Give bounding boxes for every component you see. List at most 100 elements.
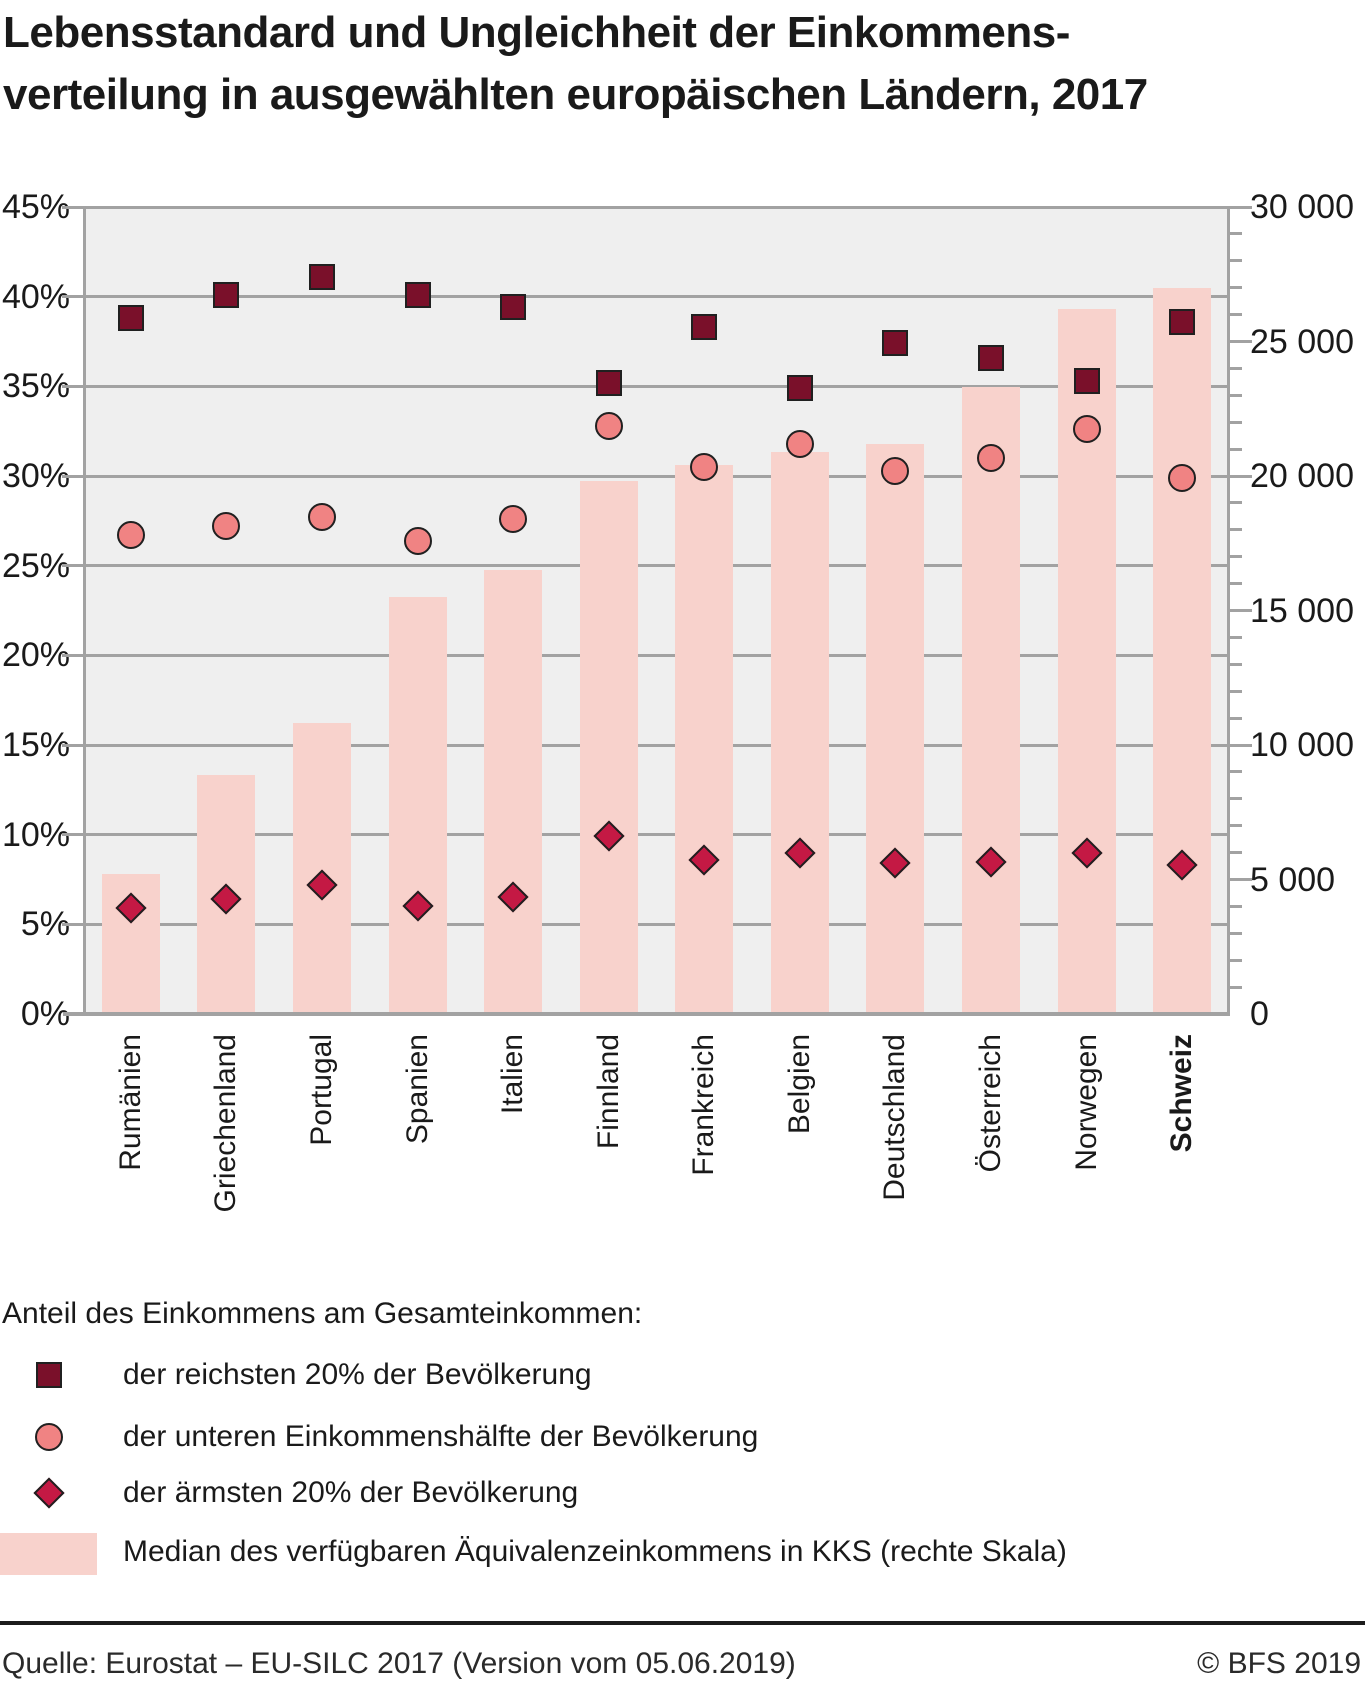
left-axis-label: 40% (1, 277, 70, 316)
richest20-marker (1073, 367, 1100, 394)
x-axis-label: Belgien (782, 1034, 816, 1135)
x-axis-label: Rumänien (113, 1034, 147, 1171)
lower_half-marker (1072, 415, 1101, 444)
legend-item: der unteren Einkommenshälfte der Bevölke… (0, 1414, 758, 1460)
right-axis-tick (1230, 689, 1242, 693)
right-axis-tick (1230, 366, 1242, 370)
x-axis-label: Portugal (304, 1034, 338, 1146)
right-axis-label: 30 000 (1250, 188, 1354, 226)
lower_half-marker (499, 505, 528, 534)
right-axis-tick (1230, 878, 1252, 881)
right-axis-line (1227, 207, 1230, 1014)
richest20-marker (404, 281, 431, 308)
legend-item: der ärmsten 20% der Bevölkerung (0, 1470, 578, 1516)
lower_half-marker (307, 503, 336, 532)
gridline-40 (62, 295, 1230, 299)
richest20-marker (978, 344, 1005, 371)
median-bar (962, 387, 1021, 1014)
richest20-marker (308, 263, 335, 290)
chart-area: 0% 5% 10% 15% 20% 25% 30% 35% 40% 45% 0 5 000 10 000… (1, 188, 1354, 1213)
left-axis-label: 30% (1, 457, 70, 495)
gridline-15 (62, 743, 1230, 747)
left-axis-line (83, 207, 86, 1014)
legend-item-label: der ärmsten 20% der Bevölkerung (123, 1476, 579, 1509)
copyright-text: © BFS 2019 (1197, 1647, 1361, 1680)
lower_half-marker (212, 512, 241, 541)
x-axis-label: Deutschland (878, 1034, 912, 1201)
left-axis-label: 15% (1, 726, 70, 764)
lower_half-marker (1168, 463, 1197, 492)
x-axis-label: Spanien (400, 1034, 434, 1145)
right-axis-tick (1230, 286, 1242, 290)
right-axis-tick (1230, 528, 1242, 532)
right-axis-label: 15 000 (1250, 591, 1354, 630)
lower_half-marker (977, 444, 1006, 473)
x-axis-label: Italien (496, 1034, 530, 1115)
median-bar (484, 570, 543, 1014)
right-axis-tick (1230, 743, 1252, 747)
gridline-10 (62, 833, 1230, 837)
chart-title: Lebensstandard und Ungleichheit der Eink… (3, 2, 1148, 126)
legend-item-label: Median des verfügbaren Äquivalenzeinkomm… (123, 1535, 1067, 1568)
left-axis-label: 25% (1, 546, 70, 585)
left-axis-label: 10% (1, 815, 70, 854)
x-axis-label: Finnland (591, 1034, 625, 1150)
x-axis-line (63, 1012, 1230, 1016)
source-text: Quelle: Eurostat – EU-SILC 2017 (Version… (2, 1647, 796, 1680)
x-axis-label: Norwegen (1069, 1034, 1103, 1171)
median-bar (675, 465, 734, 1014)
right-axis-tick (1230, 958, 1242, 962)
right-axis-tick (1230, 232, 1242, 236)
legend-circle-marker (34, 1423, 63, 1451)
legend-marker-cell (0, 1362, 97, 1388)
right-axis-tick (1230, 609, 1252, 612)
x-axis-label: Österreich (974, 1034, 1008, 1173)
richest20-marker (882, 330, 909, 357)
right-axis-label: 20 000 (1250, 457, 1354, 495)
right-axis-tick (1230, 797, 1242, 801)
lower_half-marker (881, 456, 910, 485)
right-axis-tick (1230, 635, 1242, 639)
right-axis-tick (1230, 904, 1242, 908)
richest20-marker (500, 294, 527, 321)
right-axis-tick (1230, 259, 1242, 263)
gridline-30 (62, 474, 1230, 478)
left-axis-label: 45% (1, 188, 70, 226)
chart-title-line2: verteilung in ausgewählten europäischen … (3, 70, 1148, 119)
right-axis-tick (1230, 931, 1242, 935)
right-axis-label: 25 000 (1250, 322, 1354, 361)
richest20-marker (786, 375, 813, 402)
legend-heading: Anteil des Einkommens am Gesamteinkommen… (2, 1297, 643, 1330)
right-axis-tick (1230, 662, 1242, 666)
left-axis-label: 35% (1, 367, 70, 406)
median-bar (1153, 287, 1212, 1014)
right-axis-label: 10 000 (1250, 726, 1354, 764)
right-axis-tick (1230, 313, 1242, 317)
gridline-45 (62, 205, 1230, 209)
left-axis-label: 0% (20, 995, 70, 1033)
median-bar (292, 723, 351, 1014)
gridline-5 (62, 922, 1230, 926)
footer-rule (0, 1621, 1365, 1625)
right-axis-tick (1230, 555, 1242, 559)
legend-marker-cell (0, 1477, 97, 1509)
right-axis-tick (1230, 851, 1242, 855)
legend-bar-marker (0, 1533, 97, 1575)
lower_half-marker (403, 526, 432, 555)
right-axis-tick (1230, 985, 1242, 989)
richest20-marker (1169, 308, 1196, 335)
legend-item-label: der reichsten 20% der Bevölkerung (123, 1358, 592, 1391)
right-axis-tick (1230, 582, 1242, 586)
left-axis-label: 20% (1, 636, 70, 675)
x-axis-label: Frankreich (687, 1034, 721, 1176)
right-axis-tick (1230, 340, 1252, 343)
median-bar (388, 597, 447, 1014)
gridline-25 (62, 564, 1230, 568)
right-axis-tick (1230, 420, 1242, 424)
legend-marker-cell (0, 1423, 97, 1451)
right-axis-tick (1230, 501, 1242, 505)
x-axis-label: Griechenland (209, 1034, 243, 1213)
left-axis-label: 5% (20, 905, 70, 944)
legend-item-label: der unteren Einkommenshälfte der Bevölke… (123, 1420, 759, 1453)
